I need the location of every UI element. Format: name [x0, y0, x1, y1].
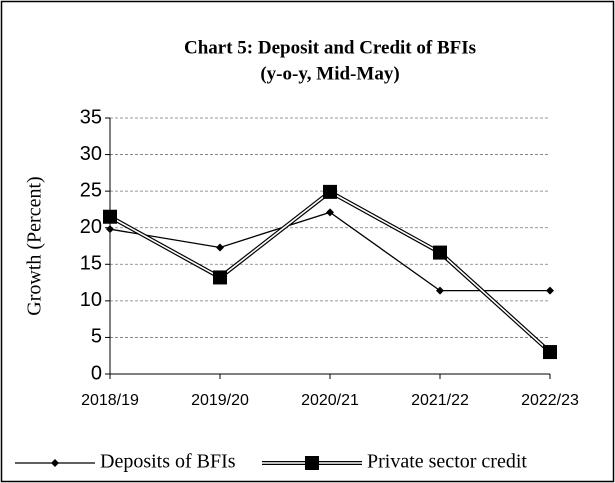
y-tick-label: 20: [80, 216, 102, 238]
x-tick-label: 2018/19: [81, 392, 139, 409]
y-tick-label: 5: [91, 326, 102, 348]
y-axis-title: Growth (Percent): [24, 176, 46, 315]
marker: [433, 245, 447, 260]
marker: [103, 209, 117, 224]
y-tick-label: 10: [80, 289, 102, 311]
x-tick-label: 2022/23: [521, 392, 579, 409]
x-tick-label: 2021/22: [411, 392, 469, 409]
legend-label: Private sector credit: [367, 451, 527, 473]
y-tick-label: 25: [80, 179, 102, 201]
legend-marker: [305, 456, 319, 470]
marker: [323, 184, 337, 199]
chart-subtitle: (y-o-y, Mid-May): [260, 63, 399, 84]
legend-label: Deposits of BFIs: [100, 451, 236, 473]
marker: [106, 225, 114, 234]
y-tick-label: 0: [91, 362, 102, 384]
y-tick-label: 15: [80, 253, 102, 275]
marker: [543, 345, 557, 360]
y-tick-label: 35: [80, 106, 102, 128]
x-tick-label: 2020/21: [301, 392, 359, 409]
legend-marker: [51, 459, 59, 467]
marker: [436, 286, 444, 295]
marker: [326, 208, 334, 217]
marker: [546, 286, 554, 295]
x-tick-label: 2019/20: [191, 392, 249, 409]
y-tick-label: 30: [80, 143, 102, 165]
marker: [216, 243, 224, 252]
marker: [213, 270, 227, 285]
chart-title: Chart 5: Deposit and Credit of BFIs: [184, 37, 476, 58]
